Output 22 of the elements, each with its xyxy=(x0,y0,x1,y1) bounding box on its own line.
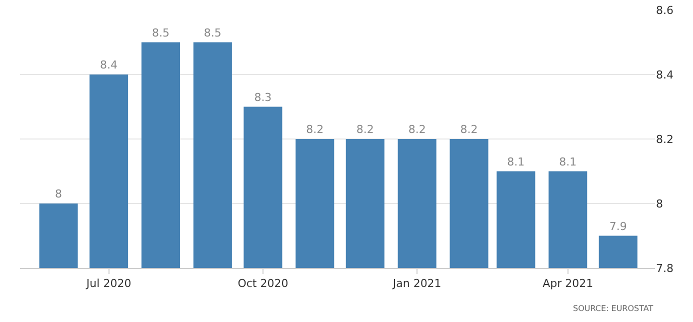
x-tick-label: Oct 2020 xyxy=(238,277,288,290)
data-label: 8.5 xyxy=(204,26,222,40)
y-tick-label: 8.2 xyxy=(656,132,674,146)
x-tick-label: Jan 2021 xyxy=(392,277,442,290)
y-tick-label: 8 xyxy=(656,197,663,210)
data-label: 8.2 xyxy=(306,123,324,136)
data-label: 8.3 xyxy=(254,90,272,104)
data-label: 8.1 xyxy=(559,155,577,168)
data-label: 8.2 xyxy=(460,123,478,136)
x-tick-label: Jul 2020 xyxy=(85,277,132,290)
x-tick-label: Apr 2021 xyxy=(542,277,594,290)
y-tick-label: 7.8 xyxy=(656,262,674,275)
data-label: 8.1 xyxy=(507,155,525,168)
data-label: 8.2 xyxy=(408,123,426,136)
y-tick-label: 8.6 xyxy=(656,4,674,17)
data-label: 8.4 xyxy=(100,58,118,72)
data-label: 8.5 xyxy=(152,26,170,40)
data-label: 7.9 xyxy=(609,220,627,233)
data-label: 8 xyxy=(55,188,62,200)
y-tick-label: 8.4 xyxy=(656,68,674,82)
data-label: 8.2 xyxy=(356,123,374,136)
source-note: SOURCE: EUROSTAT xyxy=(573,304,654,313)
